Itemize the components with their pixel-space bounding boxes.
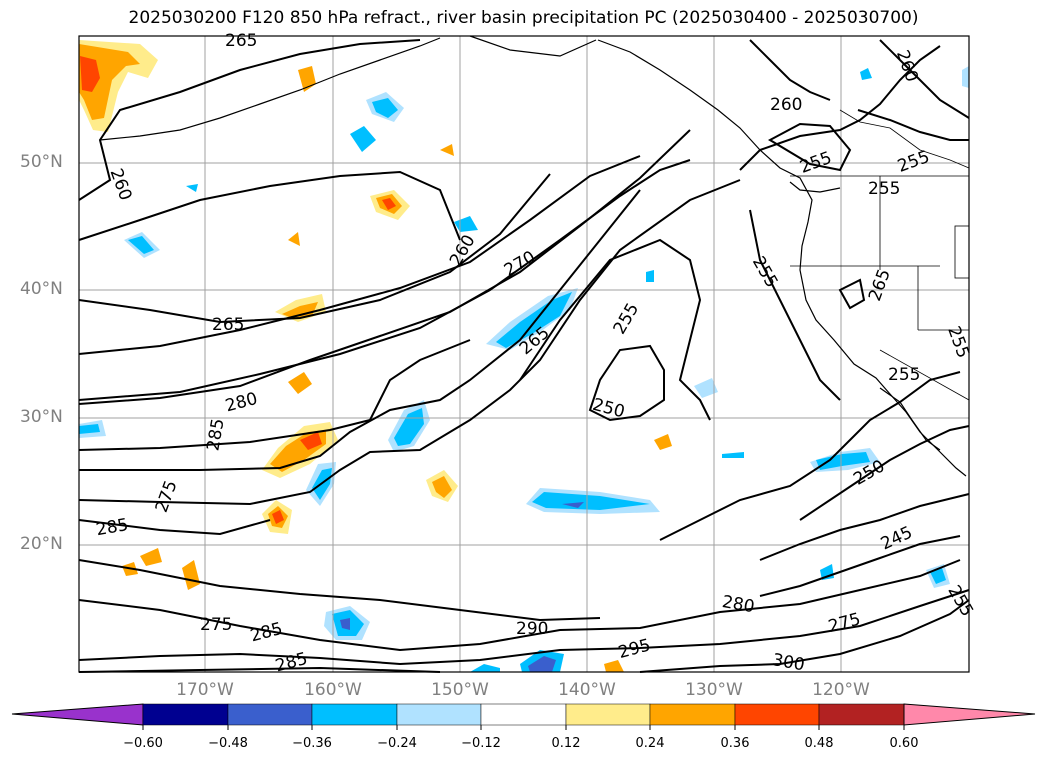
contour-label: 265 — [212, 315, 244, 335]
lon-label-170w: 170°W — [176, 680, 234, 700]
colorbar-tick-label: 0.60 — [889, 736, 919, 751]
lon-label-150w: 150°W — [431, 680, 489, 700]
coastlines — [99, 35, 967, 477]
lon-label-160w: 160°W — [304, 680, 362, 700]
lon-label-120w: 120°W — [812, 680, 870, 700]
colorbar-tick-label: −0.48 — [208, 736, 248, 751]
contour-label: 255 — [868, 179, 900, 199]
map-title: 2025030200 F120 850 hPa refract., river … — [128, 8, 919, 28]
lon-label-130w: 130°W — [685, 680, 743, 700]
lat-label-20n: 20°N — [20, 534, 63, 554]
contour-label: 275 — [200, 615, 232, 635]
colorbar-tick-label: −0.60 — [123, 736, 163, 751]
lat-label-40n: 40°N — [20, 279, 63, 299]
colorbar-tick-label: 0.36 — [720, 736, 750, 751]
contour-label: 255 — [888, 365, 920, 385]
lat-label-30n: 30°N — [20, 407, 63, 427]
contour-label: 265 — [225, 31, 257, 51]
colorbar-tick-label: −0.24 — [377, 736, 417, 751]
colorbar-tick-label: 0.12 — [551, 736, 581, 751]
contour-label: 290 — [516, 619, 548, 639]
precip-positive-shading — [79, 40, 672, 672]
colorbar-tick-label: 0.24 — [635, 736, 665, 751]
contour-label: 260 — [770, 95, 802, 115]
lon-label-140w: 140°W — [558, 680, 616, 700]
refractivity-contours — [78, 39, 970, 673]
colorbar-tick-label: −0.36 — [292, 736, 332, 751]
political-borders — [790, 109, 970, 401]
colorbar-tick-label: 0.48 — [804, 736, 834, 751]
lat-label-50n: 50°N — [20, 152, 63, 172]
graticule — [79, 36, 969, 672]
colorbar — [11, 703, 1036, 730]
colorbar-tick-label: −0.12 — [461, 736, 501, 751]
